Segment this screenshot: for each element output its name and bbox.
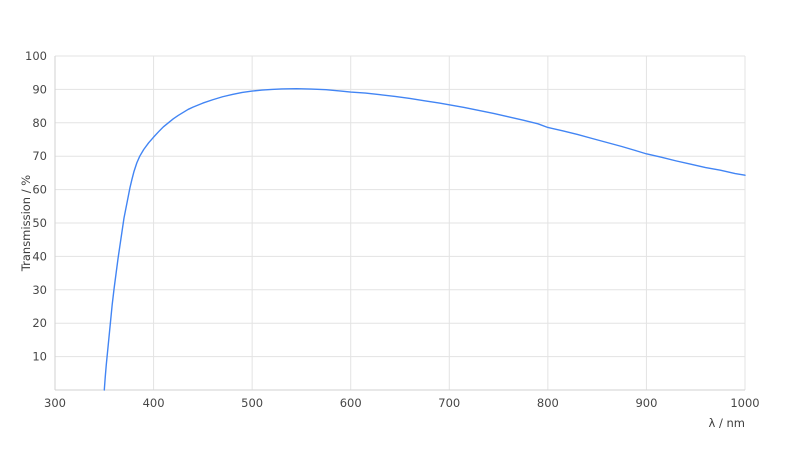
x-tick-labels: 300 400 500 600 700 800 900 1000 <box>44 396 760 410</box>
y-tick-label: 100 <box>25 49 47 63</box>
transmission-line <box>103 88 746 391</box>
y-tick-label: 50 <box>32 216 47 230</box>
x-tick-label: 600 <box>340 396 362 410</box>
x-tick-label: 500 <box>241 396 263 410</box>
y-tick-label: 20 <box>32 316 47 330</box>
x-tick-label: 800 <box>537 396 559 410</box>
x-tick-label: 400 <box>143 396 165 410</box>
x-tick-label: 700 <box>438 396 460 410</box>
y-tick-label: 10 <box>32 350 47 364</box>
gridlines <box>55 55 746 390</box>
x-tick-label: 300 <box>44 396 66 410</box>
y-tick-labels: 10 20 30 40 50 60 70 80 90 100 <box>25 49 47 364</box>
x-tick-label: 1000 <box>730 396 759 410</box>
y-tick-label: 40 <box>32 249 47 263</box>
y-tick-label: 30 <box>32 283 47 297</box>
y-tick-label: 90 <box>32 82 47 96</box>
x-axis-label: λ / nm <box>709 416 745 430</box>
axis-lines <box>54 56 745 391</box>
y-tick-label: 80 <box>32 116 47 130</box>
y-tick-label: 60 <box>32 183 47 197</box>
x-tick-label: 900 <box>635 396 657 410</box>
y-axis-label: Transmission / % <box>19 175 33 272</box>
y-tick-label: 70 <box>32 149 47 163</box>
